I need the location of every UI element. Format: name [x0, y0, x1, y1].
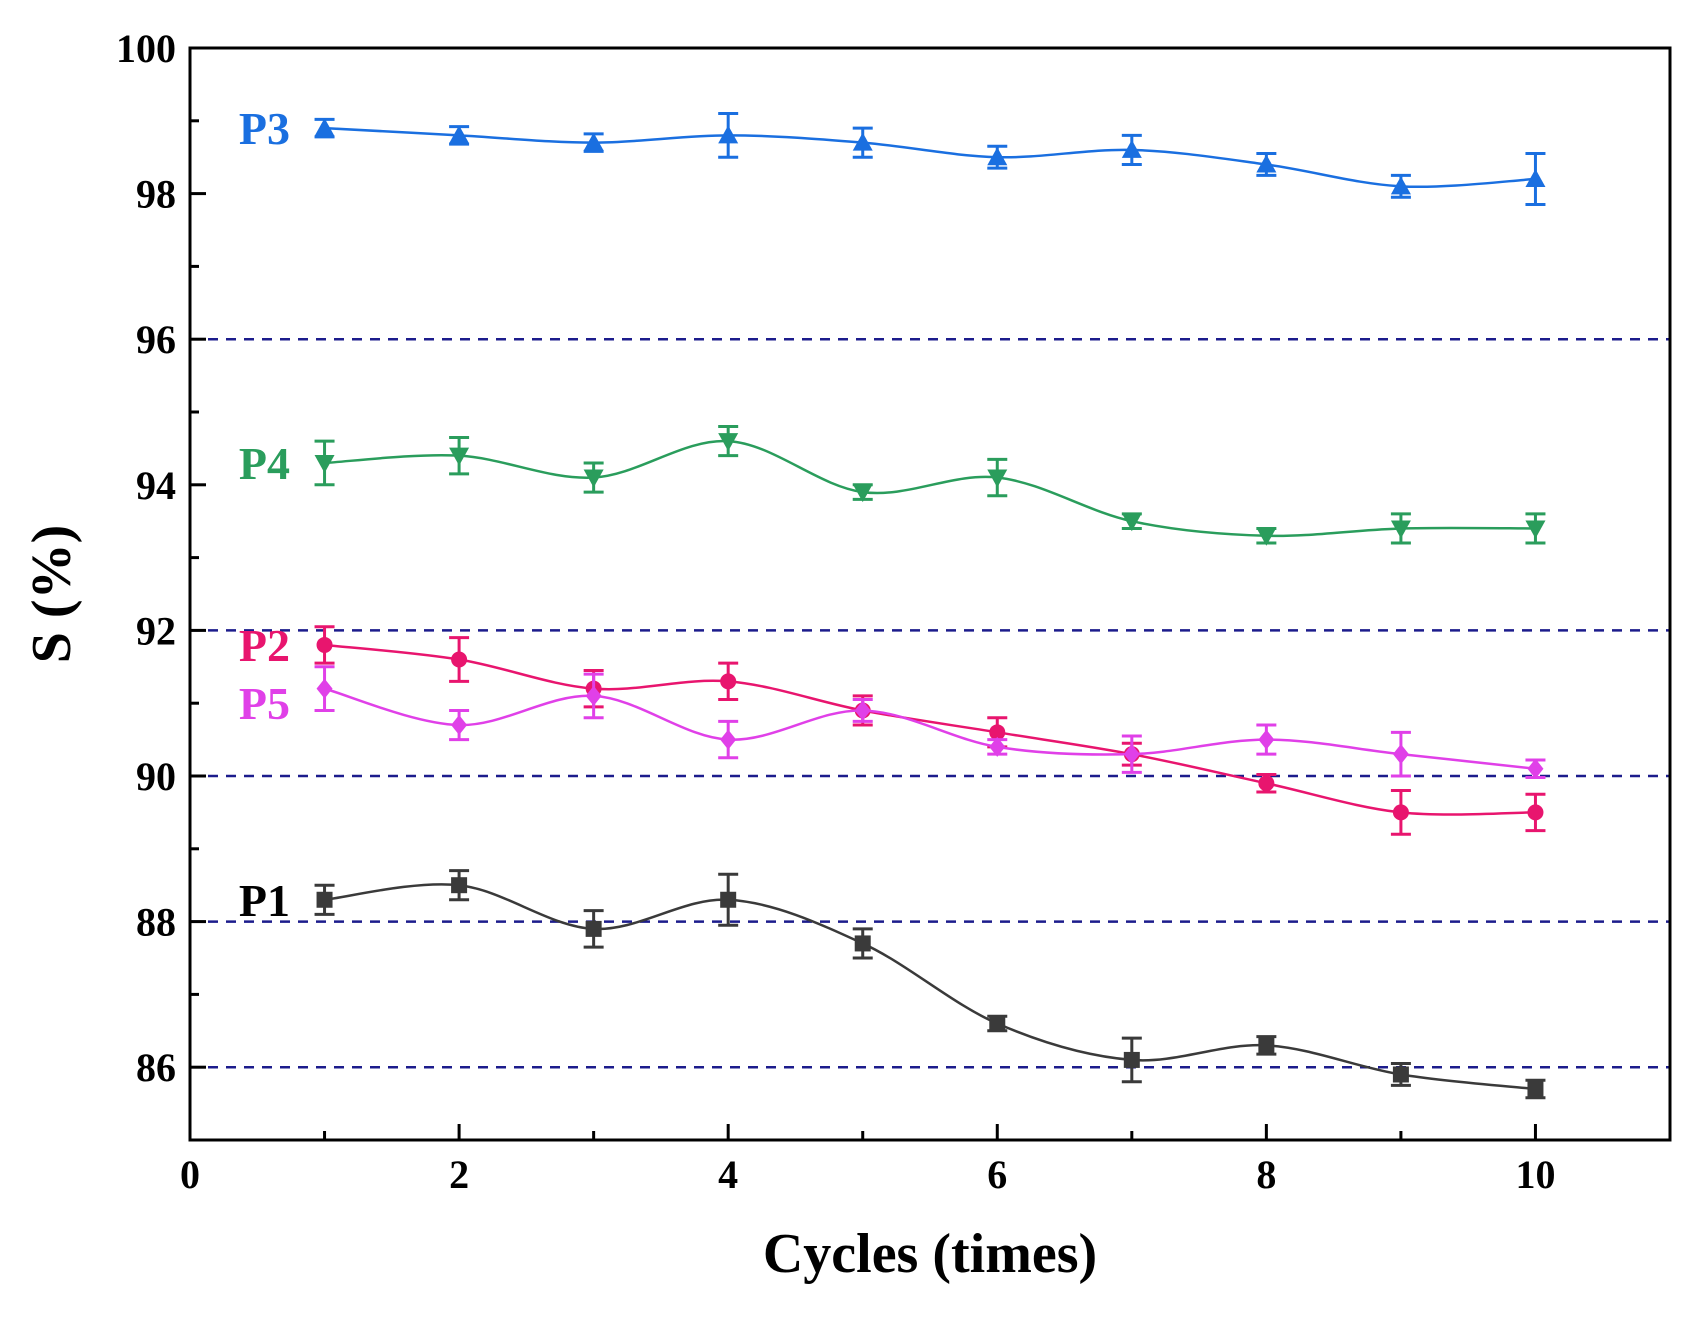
series-label-P2: P2	[239, 620, 290, 671]
y-axis-title: S (%)	[21, 525, 83, 663]
y-tick-label: 98	[136, 172, 176, 217]
y-tick-label: 90	[136, 754, 176, 799]
plot-frame	[188, 46, 1672, 1142]
data-point	[718, 125, 739, 144]
series-line	[324, 643, 1536, 816]
x-axis: 0 2 4 6 8 10	[180, 1124, 1672, 1197]
series-label-P4: P4	[239, 438, 290, 489]
series-line	[324, 883, 1536, 1091]
data-point	[1525, 520, 1546, 539]
data-point	[720, 891, 737, 908]
data-point	[1258, 729, 1275, 750]
data-point	[1258, 775, 1275, 792]
y-tick-label: 88	[136, 900, 176, 945]
data-point	[449, 447, 470, 466]
data-point	[1392, 744, 1409, 765]
y-tick-label: 96	[136, 317, 176, 362]
data-point	[451, 715, 468, 736]
series-P2	[314, 625, 1546, 836]
x-axis-title: Cycles (times)	[763, 1223, 1097, 1285]
series-layer	[314, 112, 1546, 1100]
x-tick-label: 4	[718, 1152, 738, 1197]
data-point	[989, 736, 1006, 757]
data-point	[1123, 744, 1140, 765]
data-point	[720, 729, 737, 750]
series-P4	[314, 425, 1546, 546]
y-axis: 86 88 90 92 94 96 98 100	[116, 26, 206, 1090]
data-point	[1123, 1051, 1140, 1068]
data-point	[585, 920, 602, 937]
data-point	[1390, 176, 1411, 195]
series-line	[324, 126, 1536, 188]
series-P5	[314, 665, 1546, 779]
data-point	[1258, 1037, 1275, 1054]
data-point	[449, 125, 470, 144]
data-point	[987, 469, 1008, 488]
data-point	[989, 724, 1006, 741]
data-point	[989, 1015, 1006, 1032]
data-point	[451, 877, 468, 894]
data-point	[1527, 804, 1544, 821]
data-point	[451, 651, 468, 668]
series-line	[324, 687, 1536, 770]
data-point	[1392, 804, 1409, 821]
data-point	[1390, 520, 1411, 539]
x-tick-label: 8	[1256, 1152, 1276, 1197]
x-tick-label: 0	[180, 1152, 200, 1197]
data-point	[585, 685, 602, 706]
data-point	[314, 118, 335, 137]
data-point	[987, 147, 1008, 166]
reference-lines	[190, 337, 1670, 1069]
data-point	[1256, 154, 1277, 173]
data-point	[316, 891, 333, 908]
y-tick-label: 86	[136, 1045, 176, 1090]
data-point	[852, 132, 873, 151]
series-label-P5: P5	[239, 678, 290, 729]
data-point	[718, 433, 739, 452]
data-point	[1527, 758, 1544, 779]
series-label-P1: P1	[239, 875, 290, 926]
series-labels: P3 P4 P2 P5 P1	[239, 103, 290, 926]
x-tick-label: 2	[449, 1152, 469, 1197]
series-P3	[314, 112, 1546, 207]
data-point	[1525, 169, 1546, 188]
data-point	[1256, 527, 1277, 546]
data-point	[720, 673, 737, 690]
data-point	[1121, 139, 1142, 158]
y-tick-label: 92	[136, 608, 176, 653]
x-tick-label: 10	[1515, 1152, 1555, 1197]
x-tick-label: 6	[987, 1152, 1007, 1197]
data-point	[583, 132, 604, 151]
data-point	[316, 636, 333, 653]
series-line	[324, 439, 1536, 538]
data-point	[1121, 513, 1142, 532]
y-tick-label: 94	[136, 463, 176, 508]
data-point	[1392, 1066, 1409, 1083]
data-point	[854, 700, 871, 721]
data-point	[583, 469, 604, 488]
series-P1	[314, 869, 1546, 1100]
data-point	[852, 484, 873, 503]
data-point	[854, 935, 871, 952]
data-point	[314, 454, 335, 473]
data-point	[1527, 1081, 1544, 1098]
data-point	[316, 678, 333, 699]
y-tick-label: 100	[116, 26, 176, 71]
series-label-P3: P3	[239, 103, 290, 154]
